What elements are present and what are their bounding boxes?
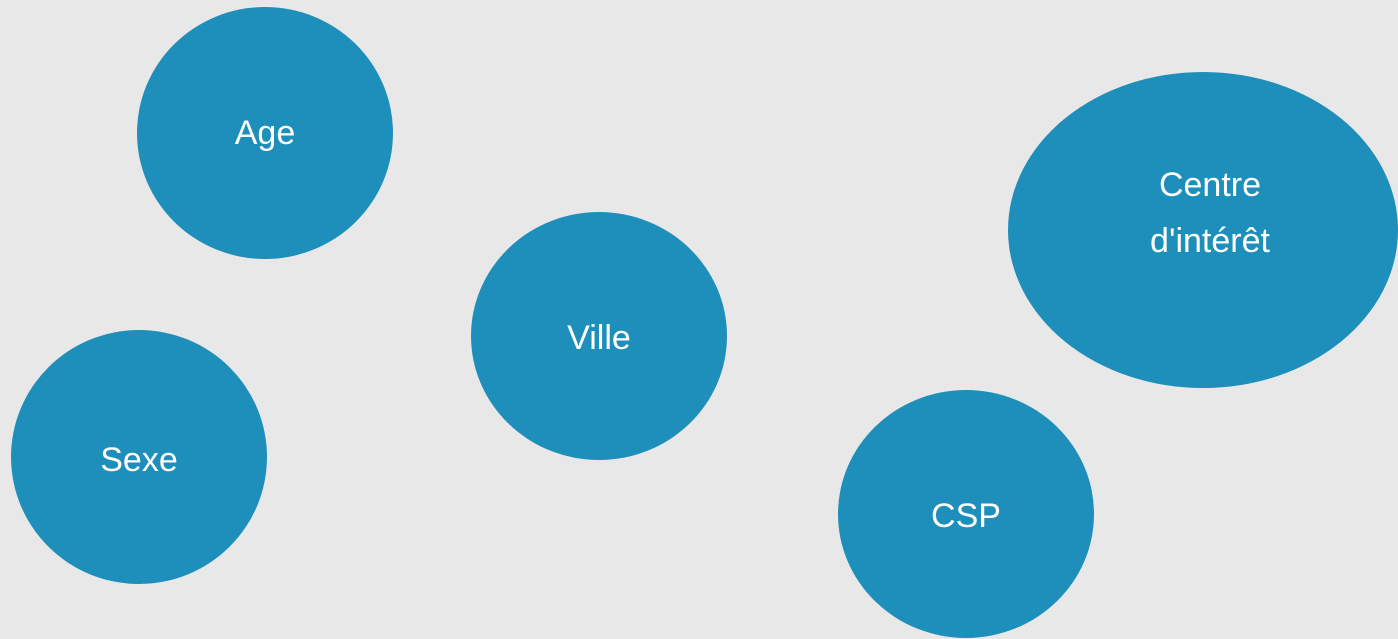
node-label: d'intérêt [1150,222,1270,260]
node-circle [838,390,1094,638]
node-circle [137,7,393,259]
node-label: Sexe [100,441,178,479]
node-label: Age [235,114,296,152]
node-label: CSP [931,497,1001,535]
node-label: Centre [1159,166,1261,204]
node-circle [11,330,267,584]
node-circle [471,212,727,460]
node-circle [1008,72,1398,388]
node-label: Ville [567,319,631,357]
